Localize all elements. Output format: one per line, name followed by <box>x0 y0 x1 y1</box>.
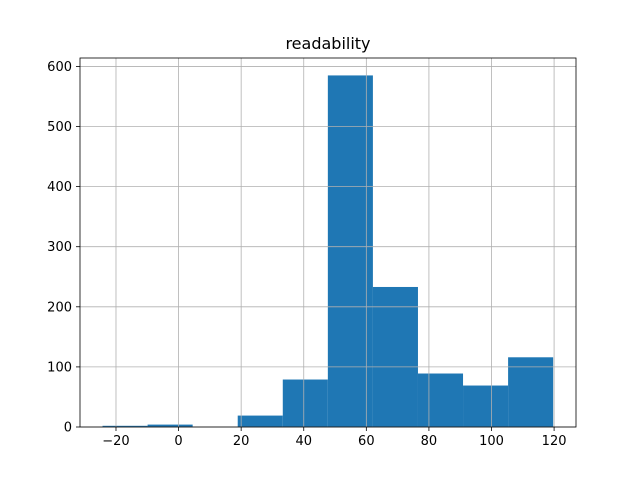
y-tick-label: 200 <box>47 300 72 315</box>
plot-frame <box>79 57 577 428</box>
histogram-bar <box>417 373 464 427</box>
x-tick-label: 80 <box>421 434 438 449</box>
histogram-bar <box>282 379 328 427</box>
histogram-bar <box>237 415 283 427</box>
histogram-bar <box>463 385 509 427</box>
x-tick-label: 0 <box>174 434 182 449</box>
x-tick-label: 40 <box>295 434 312 449</box>
histogram-bar <box>508 357 554 427</box>
chart-title: readability <box>285 34 370 53</box>
y-tick-label: 100 <box>47 360 72 375</box>
histogram-bar <box>327 75 373 427</box>
y-tick-label: 600 <box>47 60 72 75</box>
x-tick-label: 60 <box>358 434 375 449</box>
y-tick-label: 0 <box>64 421 72 436</box>
histogram-bar <box>102 425 148 427</box>
y-tick-label: 400 <box>47 180 72 195</box>
y-tick-label: 300 <box>47 240 72 255</box>
histogram-bar <box>372 286 418 427</box>
x-tick-label: 100 <box>479 434 504 449</box>
axes-frame <box>79 57 577 428</box>
axis-ticks: −20 0 20 40 60 80 100 120 0 100 200 300 400 500 600 <box>47 60 566 449</box>
x-tick-label: 120 <box>542 434 567 449</box>
x-tick-label: −20 <box>102 434 129 449</box>
y-tick-label: 500 <box>47 120 72 135</box>
x-tick-label: 20 <box>233 434 250 449</box>
histogram-bars <box>102 75 554 427</box>
histogram-bar <box>147 424 193 427</box>
